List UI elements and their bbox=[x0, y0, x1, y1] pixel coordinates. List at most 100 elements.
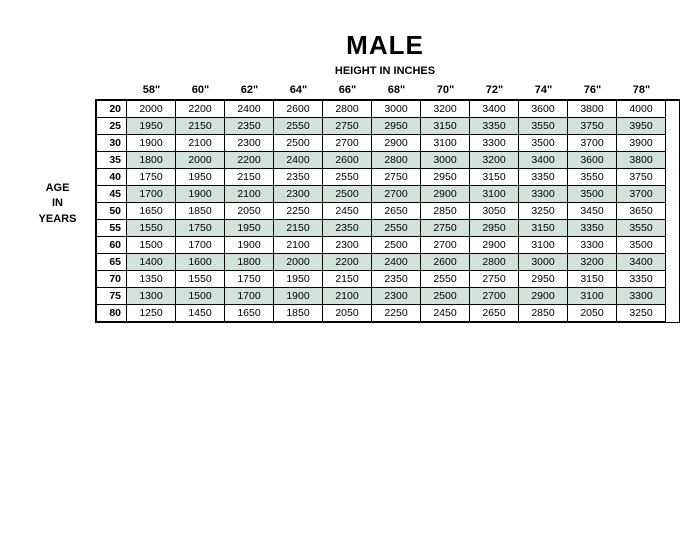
value-cell: 1750 bbox=[225, 271, 274, 288]
value-cell: 2700 bbox=[470, 288, 519, 305]
value-cell: 3900 bbox=[617, 135, 666, 152]
table-row: 8012501450165018502050225024502650285020… bbox=[97, 305, 679, 322]
value-cell: 3000 bbox=[421, 152, 470, 169]
value-cell: 3400 bbox=[617, 254, 666, 271]
value-cell: 3300 bbox=[568, 237, 617, 254]
value-cell: 3750 bbox=[568, 118, 617, 135]
table-row: 6514001600180020002200240026002800300032… bbox=[97, 254, 679, 271]
age-label: 70 bbox=[97, 271, 127, 288]
value-cell: 2300 bbox=[225, 135, 274, 152]
column-header: 60" bbox=[176, 81, 225, 99]
age-label: 45 bbox=[97, 186, 127, 203]
value-cell: 2700 bbox=[323, 135, 372, 152]
column-header: 70" bbox=[421, 81, 470, 99]
value-cell: 1450 bbox=[176, 305, 225, 322]
value-cell: 3500 bbox=[568, 186, 617, 203]
value-cell: 1350 bbox=[127, 271, 176, 288]
value-cell: 2350 bbox=[274, 169, 323, 186]
value-cell: 2150 bbox=[274, 220, 323, 237]
value-cell: 3300 bbox=[519, 186, 568, 203]
value-cell: 1850 bbox=[176, 203, 225, 220]
value-cell: 3600 bbox=[519, 101, 568, 118]
table-row: 3518002000220024002600280030003200340036… bbox=[97, 152, 679, 169]
value-cell: 1750 bbox=[127, 169, 176, 186]
value-cell: 2650 bbox=[470, 305, 519, 322]
value-cell: 1650 bbox=[225, 305, 274, 322]
value-cell: 3650 bbox=[617, 203, 666, 220]
value-cell: 2000 bbox=[274, 254, 323, 271]
value-cell: 3500 bbox=[519, 135, 568, 152]
age-label: 35 bbox=[97, 152, 127, 169]
value-cell: 2100 bbox=[176, 135, 225, 152]
value-cell: 2950 bbox=[372, 118, 421, 135]
column-header: 64" bbox=[274, 81, 323, 99]
value-cell: 2900 bbox=[372, 135, 421, 152]
value-cell: 1950 bbox=[127, 118, 176, 135]
column-header: 68" bbox=[372, 81, 421, 99]
value-cell: 2050 bbox=[225, 203, 274, 220]
value-cell: 2500 bbox=[421, 288, 470, 305]
value-cell: 2400 bbox=[372, 254, 421, 271]
value-cell: 2600 bbox=[274, 101, 323, 118]
value-cell: 2450 bbox=[323, 203, 372, 220]
side-label: AGE IN YEARS bbox=[20, 81, 95, 227]
column-header: 74" bbox=[519, 81, 568, 99]
value-cell: 2900 bbox=[519, 288, 568, 305]
age-label: 55 bbox=[97, 220, 127, 237]
value-cell: 3000 bbox=[519, 254, 568, 271]
value-cell: 2800 bbox=[372, 152, 421, 169]
value-cell: 3200 bbox=[470, 152, 519, 169]
value-cell: 1400 bbox=[127, 254, 176, 271]
table-row: 6015001700190021002300250027002900310033… bbox=[97, 237, 679, 254]
value-cell: 3050 bbox=[470, 203, 519, 220]
table-grid: 2020002200240026002800300032003400360038… bbox=[95, 99, 680, 323]
value-cell: 1700 bbox=[127, 186, 176, 203]
value-cell: 2800 bbox=[323, 101, 372, 118]
value-cell: 1550 bbox=[127, 220, 176, 237]
column-header: 76" bbox=[568, 81, 617, 99]
value-cell: 3200 bbox=[568, 254, 617, 271]
value-cell: 1700 bbox=[176, 237, 225, 254]
value-cell: 3150 bbox=[421, 118, 470, 135]
value-cell: 2100 bbox=[323, 288, 372, 305]
age-label: 50 bbox=[97, 203, 127, 220]
value-cell: 2750 bbox=[470, 271, 519, 288]
value-cell: 3000 bbox=[372, 101, 421, 118]
value-cell: 2250 bbox=[372, 305, 421, 322]
value-cell: 2550 bbox=[274, 118, 323, 135]
value-cell: 1950 bbox=[274, 271, 323, 288]
value-cell: 3550 bbox=[568, 169, 617, 186]
value-cell: 2250 bbox=[274, 203, 323, 220]
age-label: 25 bbox=[97, 118, 127, 135]
value-cell: 2550 bbox=[372, 220, 421, 237]
value-cell: 2400 bbox=[274, 152, 323, 169]
table-row: 3019002100230025002700290031003300350037… bbox=[97, 135, 679, 152]
value-cell: 3100 bbox=[421, 135, 470, 152]
age-label: 65 bbox=[97, 254, 127, 271]
age-label: 20 bbox=[97, 101, 127, 118]
value-cell: 3600 bbox=[568, 152, 617, 169]
table-row: 2020002200240026002800300032003400360038… bbox=[97, 101, 679, 118]
value-cell: 2800 bbox=[470, 254, 519, 271]
table-row: 2519502150235025502750295031503350355037… bbox=[97, 118, 679, 135]
value-cell: 3350 bbox=[568, 220, 617, 237]
age-label: 60 bbox=[97, 237, 127, 254]
table-row: 4017501950215023502550275029503150335035… bbox=[97, 169, 679, 186]
value-cell: 2200 bbox=[176, 101, 225, 118]
column-header: 72" bbox=[470, 81, 519, 99]
subtitle: HEIGHT IN INCHES bbox=[90, 65, 680, 77]
value-cell: 2950 bbox=[421, 169, 470, 186]
value-cell: 2500 bbox=[372, 237, 421, 254]
age-label: 80 bbox=[97, 305, 127, 322]
value-cell: 2600 bbox=[421, 254, 470, 271]
value-cell: 3100 bbox=[568, 288, 617, 305]
value-cell: 1850 bbox=[274, 305, 323, 322]
value-cell: 3200 bbox=[421, 101, 470, 118]
value-cell: 2750 bbox=[323, 118, 372, 135]
value-cell: 3400 bbox=[519, 152, 568, 169]
value-cell: 2850 bbox=[519, 305, 568, 322]
value-cell: 3550 bbox=[617, 220, 666, 237]
value-cell: 3700 bbox=[568, 135, 617, 152]
age-label: 40 bbox=[97, 169, 127, 186]
table-row: 7013501550175019502150235025502750295031… bbox=[97, 271, 679, 288]
